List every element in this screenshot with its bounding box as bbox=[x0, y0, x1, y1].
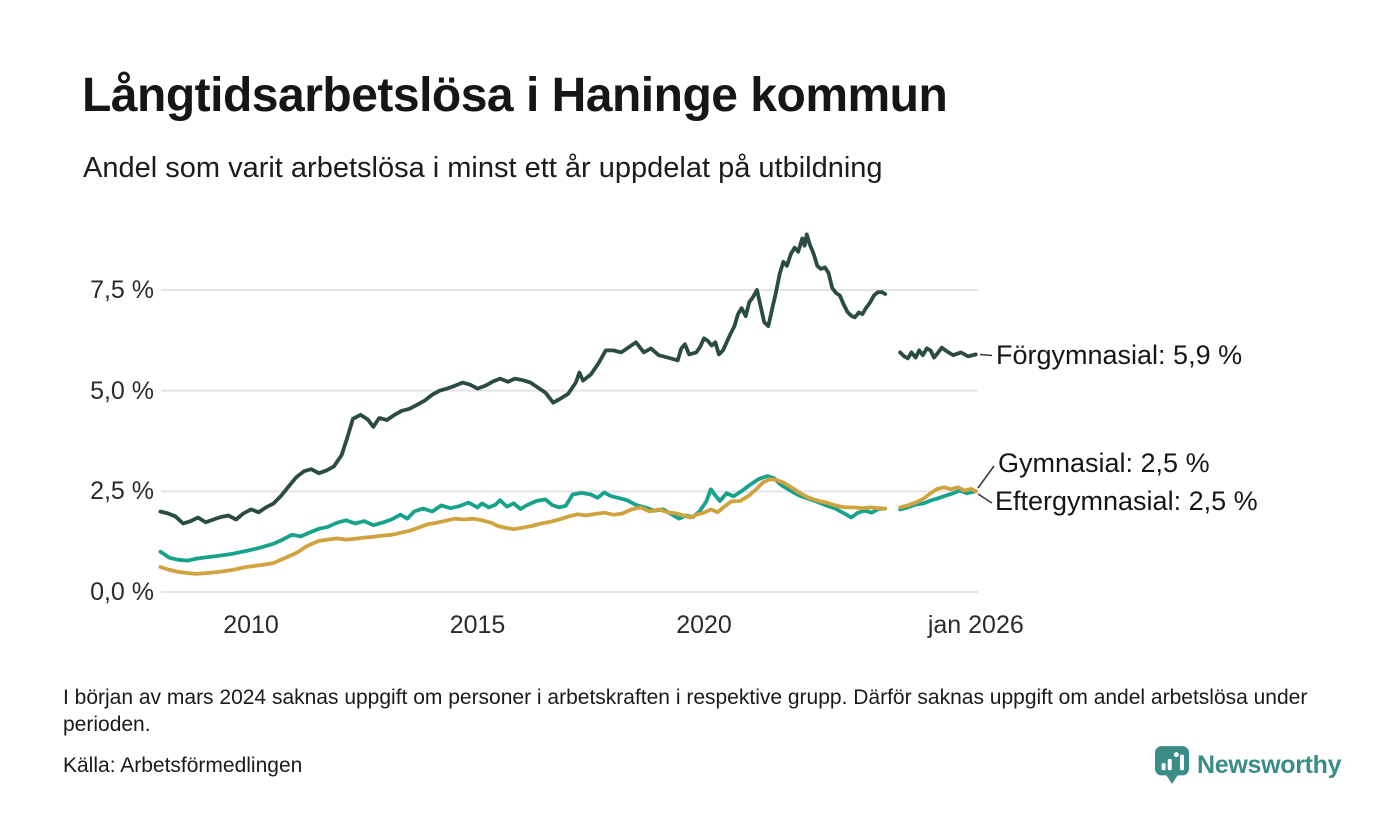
y-axis-tick-label: 0,0 % bbox=[90, 578, 154, 606]
newsworthy-wordmark: Newsworthy bbox=[1197, 750, 1342, 779]
series-line-förgymnasial bbox=[898, 345, 978, 361]
series-label-gymnasial: Gymnasial: 2,5 % bbox=[998, 447, 1210, 479]
series-label-eftergymnasial: Eftergymnasial: 2,5 % bbox=[995, 485, 1258, 517]
label-connector-förgymnasial bbox=[979, 353, 993, 357]
x-axis-tick-label: 2010 bbox=[223, 611, 279, 639]
newsworthy-logo: Newsworthy bbox=[1155, 746, 1342, 784]
series-line-förgymnasial bbox=[158, 232, 888, 526]
x-axis-tick-label: 2020 bbox=[676, 611, 732, 639]
series-line-gymnasial bbox=[158, 474, 888, 563]
x-axis-tick-label: 2015 bbox=[449, 611, 506, 639]
label-connector-eftergymnasial bbox=[977, 493, 993, 504]
x-axis-tick-label: jan 2026 bbox=[927, 611, 1024, 639]
footnote: I början av mars 2024 saknas uppgift om … bbox=[63, 686, 1308, 736]
y-axis-tick-label: 5,0 % bbox=[90, 376, 154, 405]
series-label-förgymnasial: Förgymnasial: 5,9 % bbox=[996, 339, 1243, 371]
newsworthy-pin-icon bbox=[1155, 746, 1189, 784]
chart-subtitle: Andel som varit arbetslösa i minst ett å… bbox=[83, 152, 883, 184]
series-line-eftergymnasial bbox=[158, 477, 888, 576]
page-title: Långtidsarbetslösa i Haninge kommun bbox=[82, 69, 948, 122]
source-credit: Källa: Arbetsförmedlingen bbox=[63, 754, 303, 777]
series-line-eftergymnasial bbox=[898, 485, 978, 510]
y-axis-tick-label: 2,5 % bbox=[90, 477, 154, 506]
series-line-gymnasial bbox=[898, 488, 978, 512]
y-axis-tick-label: 7,5 % bbox=[90, 275, 154, 304]
label-connector-gymnasial bbox=[977, 465, 995, 489]
